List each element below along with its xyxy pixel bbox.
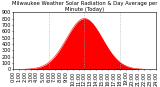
Title: Milwaukee Weather Solar Radiation & Day Average per Minute (Today): Milwaukee Weather Solar Radiation & Day …: [12, 1, 157, 12]
